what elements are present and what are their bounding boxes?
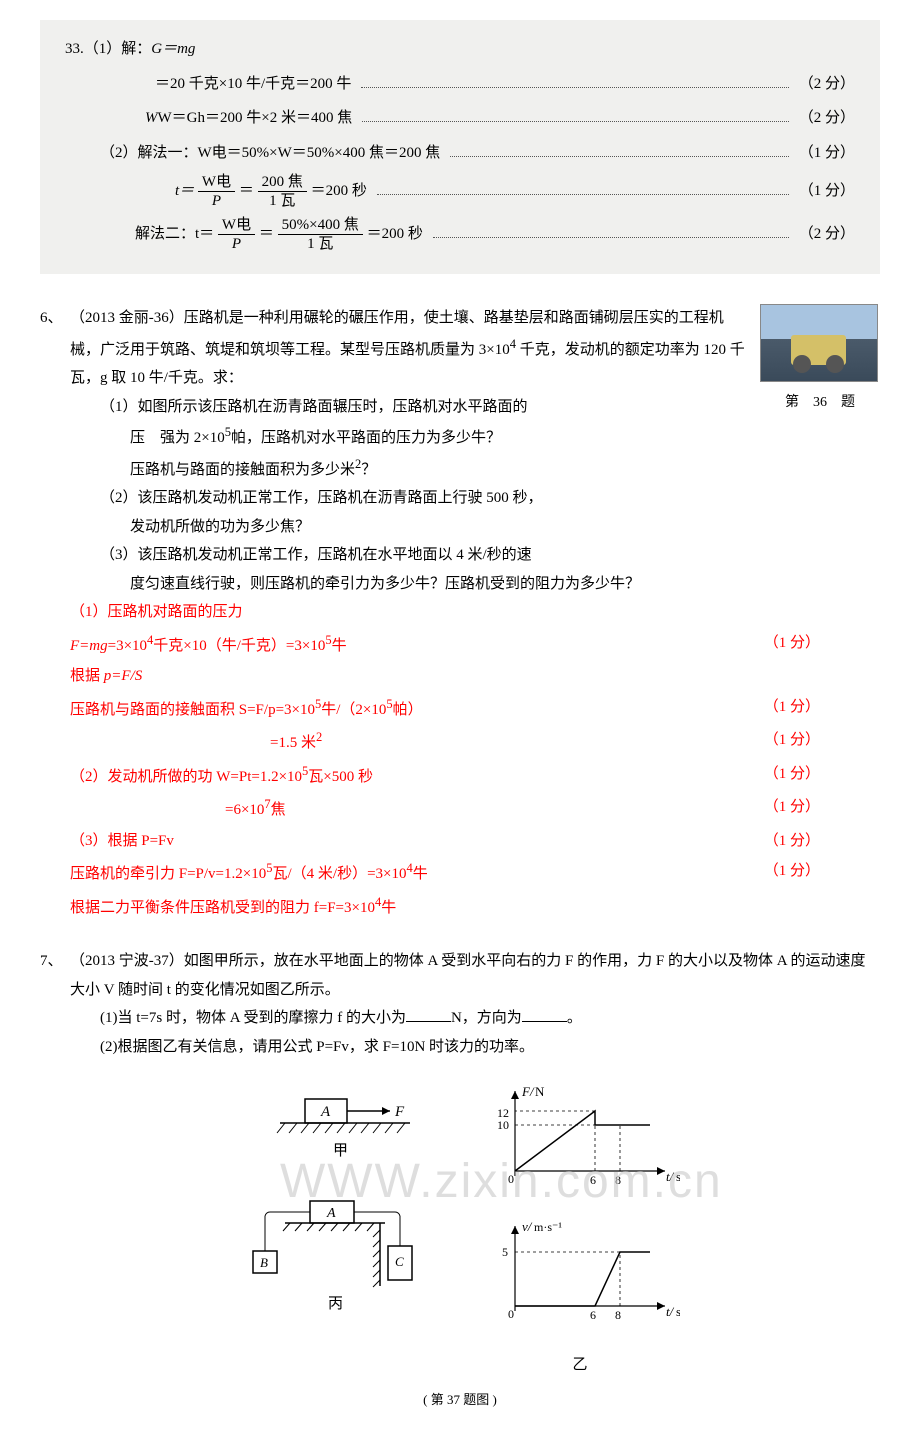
diagram-jia: A F 甲 [255, 1081, 425, 1161]
dots [362, 107, 789, 122]
s4-line: 压路机与路面的接触面积 S=F/p=3×105牛/（2×105帕） （1 分） [70, 693, 880, 725]
answer-line-6: 解法二：t＝ W电P ＝ 50%×400 焦1 瓦 ＝200 秒 （2 分） [65, 216, 855, 253]
svg-text:6: 6 [590, 1308, 596, 1322]
s1: （1）压路机对路面的压力 [70, 598, 880, 627]
svg-text:s: s [676, 1304, 680, 1319]
p6-item1: （1）如图所示该压路机在沥青路面辗压时，压路机对水平路面的 压 强为 2×105… [70, 393, 880, 485]
s2-line: F=mg=3×104千克×10（牛/千克）=3×105牛 （1 分） [70, 629, 880, 661]
figure-36-box: 第 36 题 [760, 304, 880, 417]
answer-line-2: ＝20 千克×10 牛/千克＝200 牛 （2 分） [65, 70, 855, 99]
s7-line: =6×107焦 （1 分） [70, 793, 880, 825]
svg-text:B: B [260, 1255, 268, 1270]
calc-weight: ＝20 千克×10 牛/千克＝200 牛 [65, 70, 351, 99]
calc-we: （2）解法一：W电＝50%×W＝50%×400 焦＝200 焦 [65, 139, 440, 168]
blank-2[interactable] [522, 1007, 567, 1022]
svg-text:F: F [394, 1104, 405, 1120]
problem-6-body: （2013 金丽-36）压路机是一种利用碾轮的碾压作用，使土壤、路基垫层和路面铺… [40, 304, 880, 598]
problem-6: 第 36 题 6、 （2013 金丽-36）压路机是一种利用碾轮的碾压作用，使土… [40, 304, 880, 598]
svg-text:m·s⁻¹: m·s⁻¹ [534, 1220, 562, 1234]
problem-7-body: （2013 宁波-37）如图甲所示，放在水平地面上的物体 A 受到水平向右的力 … [40, 947, 880, 1061]
score-2: （2 分） [799, 70, 855, 99]
s6-line: （2）发动机所做的功 W=Pt=1.2×105瓦×500 秒 （1 分） [70, 760, 880, 792]
p6-item2: （2）该压路机发动机正常工作，压路机在沥青路面上行驶 500 秒， 发动机所做的… [70, 484, 880, 541]
roller-photo [760, 304, 878, 382]
score-3: （2 分） [799, 104, 855, 133]
answer-line-3: WW＝Gh＝200 牛×2 米＝400 焦 （2 分） [65, 104, 855, 133]
p6-item3: （3）该压路机发动机正常工作，压路机在水平地面以 4 米/秒的速 度匀速直线行驶… [70, 541, 880, 598]
svg-text:0: 0 [508, 1307, 514, 1321]
s3: 根据 p=F/S [70, 662, 880, 691]
svg-text:8: 8 [615, 1173, 621, 1187]
svg-text:t/: t/ [666, 1169, 675, 1184]
score-4: （1 分） [799, 139, 855, 168]
p7-item2: (2)根据图乙有关信息，请用公式 P=Fv，求 F=10N 时该力的功率。 [70, 1033, 880, 1062]
problem-7: 7、 （2013 宁波-37）如图甲所示，放在水平地面上的物体 A 受到水平向右… [40, 947, 880, 1061]
roller-shape [791, 335, 846, 365]
solution-6: WWW.zixin.com.cn （1）压路机对路面的压力 F=mg=3×104… [40, 598, 880, 922]
blank-1[interactable] [406, 1007, 451, 1022]
problem-6-num: 6、 [40, 304, 63, 333]
dots [433, 223, 789, 238]
s8-line: （3）根据 P=Fv （1 分） [70, 827, 880, 856]
svg-text:C: C [395, 1254, 404, 1269]
svg-text:甲: 甲 [333, 1143, 348, 1159]
answer-33-block: 33.（1）解：G＝mg ＝20 千克×10 牛/千克＝200 牛 （2 分） … [40, 20, 880, 274]
svg-text:丙: 丙 [328, 1296, 343, 1312]
calc-work: WW＝Gh＝200 牛×2 米＝400 焦 [65, 104, 352, 133]
answer-line-1: 33.（1）解：G＝mg [65, 35, 855, 64]
left-diagrams: A F 甲 A [240, 1081, 440, 1380]
answer-line-5: t＝ W电P ＝ 200 焦1 瓦 ＝200 秒 （1 分） [65, 173, 855, 210]
svg-text:A: A [326, 1206, 336, 1221]
svg-text:v/: v/ [522, 1219, 533, 1234]
s10: 根据二力平衡条件压路机受到的阻力 f=F=3×104牛 [70, 891, 880, 923]
problem-7-num: 7、 [40, 947, 63, 976]
diagram-bing: A B C [240, 1186, 440, 1316]
score-5: （1 分） [799, 177, 855, 206]
calc-t1: t＝ W电P ＝ 200 焦1 瓦 ＝200 秒 [65, 173, 367, 210]
svg-text:A: A [320, 1104, 331, 1120]
s9-line: 压路机的牵引力 F=P/v=1.2×105瓦/（4 米/秒）=3×104牛 （1… [70, 857, 880, 889]
answer-line-4: （2）解法一：W电＝50%×W＝50%×400 焦＝200 焦 （1 分） [65, 139, 855, 168]
dots [361, 73, 788, 88]
diagram-row: A F 甲 A [40, 1081, 880, 1380]
dots [377, 180, 789, 195]
svg-text:F/: F/ [521, 1084, 535, 1099]
yi-label: 乙 [572, 1351, 587, 1380]
chart-v: v/ m·s⁻¹ t/ s 0 5 6 8 [480, 1216, 680, 1326]
score-6: （2 分） [799, 220, 855, 249]
svg-text:t/: t/ [666, 1304, 675, 1319]
svg-text:5: 5 [502, 1245, 508, 1259]
p7-header: （2013 宁波-37）如图甲所示，放在水平地面上的物体 A 受到水平向右的力 … [70, 953, 865, 998]
figure-37-footer: ( 第 37 题图 ) [40, 1388, 880, 1413]
svg-text:10: 10 [497, 1118, 509, 1132]
figure-36-caption: 第 36 题 [760, 390, 880, 417]
s5-line: =1.5 米2 （1 分） [70, 726, 880, 758]
svg-text:s: s [676, 1169, 680, 1184]
calc-t2: 解法二：t＝ W电P ＝ 50%×400 焦1 瓦 ＝200 秒 [65, 216, 423, 253]
p7-item1: (1)当 t=7s 时，物体 A 受到的摩擦力 f 的大小为N，方向为。 [70, 1004, 880, 1033]
chart-fn: F/ N t/ s 0 12 10 6 8 [480, 1081, 680, 1191]
right-diagrams: F/ N t/ s 0 12 10 6 8 v/ m·s⁻¹ t/ s 0 [480, 1081, 680, 1380]
svg-text:6: 6 [590, 1173, 596, 1187]
svg-text:0: 0 [508, 1172, 514, 1186]
formula-g-mg: G＝mg [151, 41, 195, 57]
svg-text:N: N [535, 1084, 545, 1099]
svg-text:8: 8 [615, 1308, 621, 1322]
answer-33-label: 33.（1）解： [65, 41, 151, 57]
dots [450, 142, 789, 157]
